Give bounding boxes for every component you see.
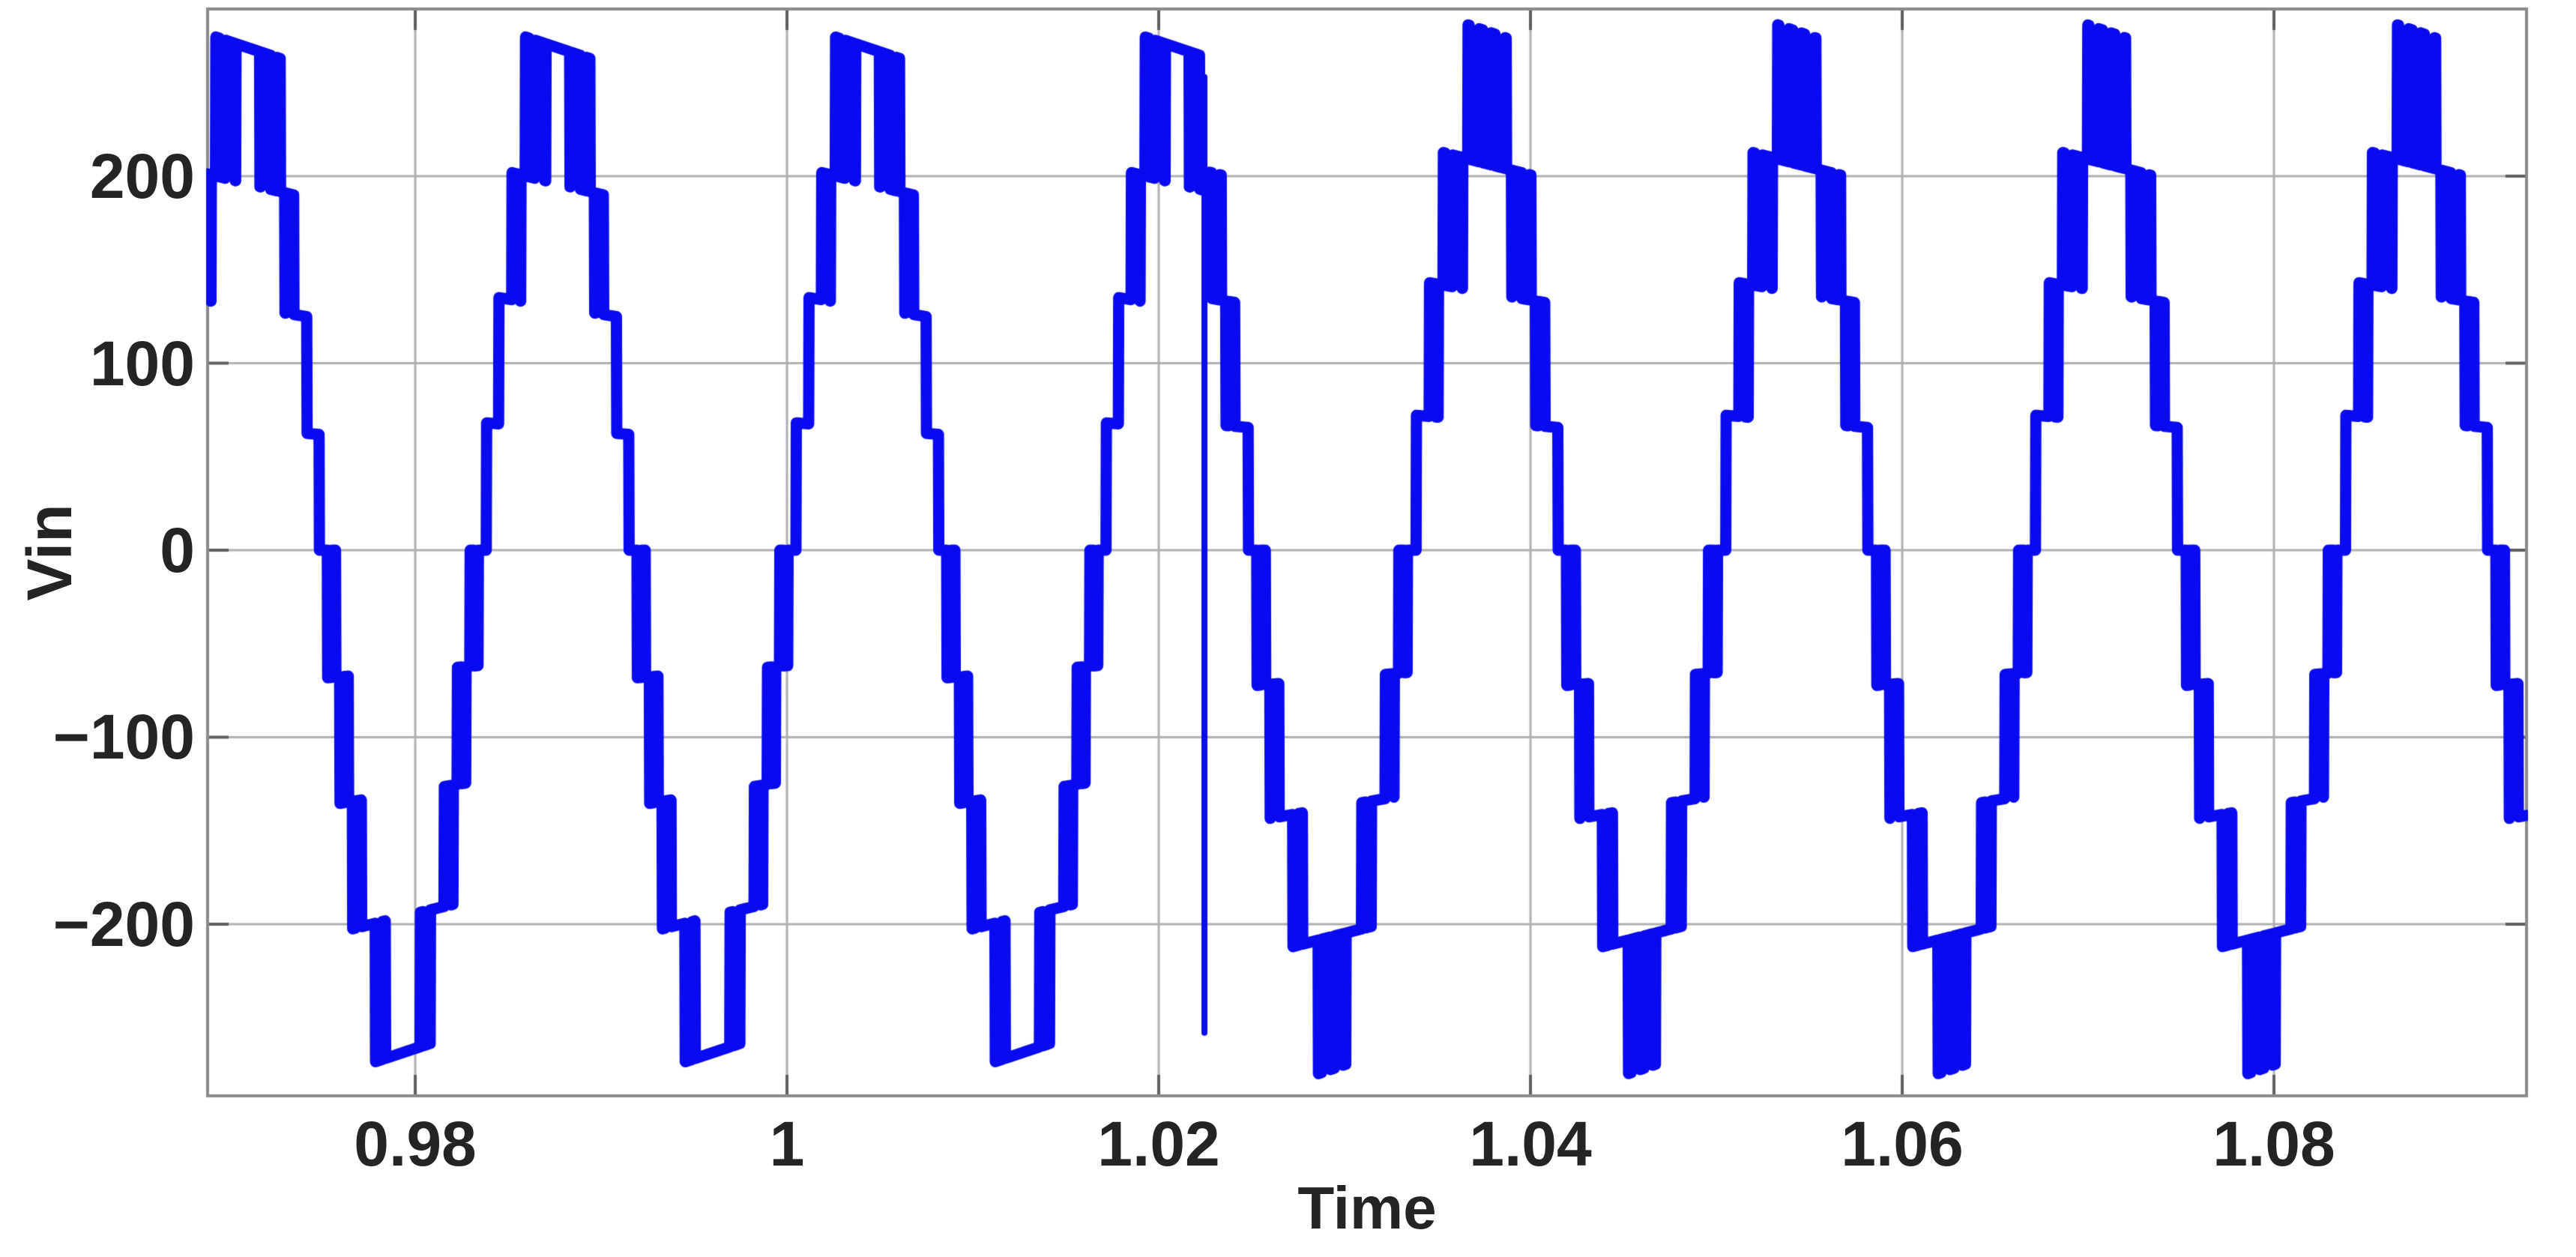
xtick-label-098: 0.98 [354, 1109, 477, 1179]
xtick-label-108: 1.08 [2212, 1109, 2335, 1179]
ytick-label-m100: −100 [52, 702, 195, 773]
ytick-label-200: 200 [89, 141, 195, 212]
y-axis-label: Vin [14, 504, 85, 601]
x-axis-label: Time [1297, 1175, 1437, 1241]
xtick-label-104: 1.04 [1469, 1109, 1592, 1179]
ytick-label-100: 100 [89, 328, 195, 399]
xtick-label-1: 1 [769, 1109, 805, 1179]
xtick-label-106: 1.06 [1841, 1109, 1964, 1179]
ytick-label-m200: −200 [52, 888, 195, 959]
ytick-label-0: 0 [160, 515, 195, 585]
xtick-label-102: 1.02 [1097, 1109, 1220, 1179]
